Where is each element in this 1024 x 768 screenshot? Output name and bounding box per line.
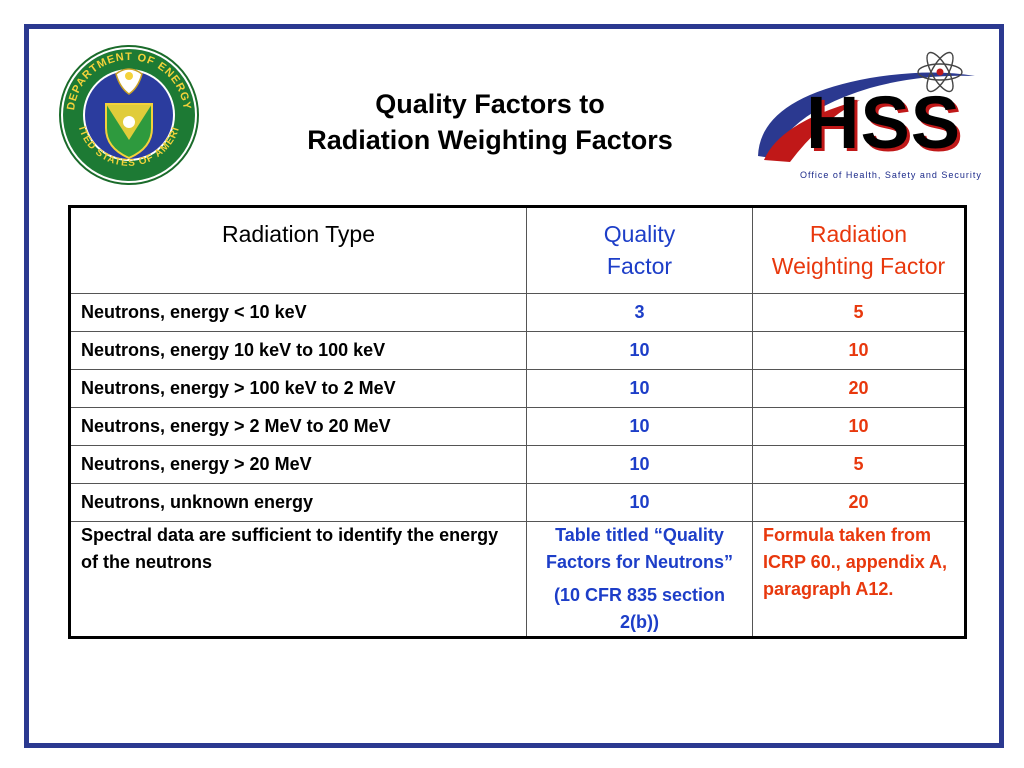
cell-radiation-type: Neutrons, unknown energy [69,483,527,522]
cell-weighting-factor: 20 [752,369,966,408]
header-quality-factor: Quality Factor [526,206,753,294]
table-row: Neutrons, energy > 20 MeV 10 5 [69,445,966,484]
slide-title: Quality Factors to Radiation Weighting F… [230,86,750,158]
slide-frame [24,24,1004,748]
header-weighting-factor-line2: Weighting Factor [771,253,946,279]
hss-subtitle: Office of Health, Safety and Security [800,170,982,180]
cell-quality-factor: 10 [526,331,753,370]
header-quality-factor-line2: Factor [606,253,673,279]
cell-weighting-factor: 5 [752,445,966,484]
cell-radiation-type: Neutrons, energy 10 keV to 100 keV [69,331,527,370]
header-weighting-factor: Radiation Weighting Factor [752,206,966,294]
table-row: Neutrons, unknown energy 10 20 [69,483,966,522]
table-header-row: Radiation Type Quality Factor Radiation … [69,206,966,294]
hss-acronym: HSS [806,81,962,164]
cell-radiation-type: Neutrons, energy > 100 keV to 2 MeV [69,369,527,408]
header-weighting-factor-line1: Radiation [809,221,908,247]
cell-radiation-type: Neutrons, energy > 20 MeV [69,445,527,484]
header-radiation-type: Radiation Type [69,206,527,294]
cell-quality-factor: 10 [526,445,753,484]
table-row: Neutrons, energy 10 keV to 100 keV 10 10 [69,331,966,370]
cell-weighting-factor: 10 [752,407,966,446]
cell-weighting-factor: 10 [752,331,966,370]
doe-seal-icon: DEPARTMENT OF ENERGY UNITED STATES OF AM… [58,44,199,185]
header-quality-factor-line1: Quality [603,221,676,247]
quality-factor-note-2: (10 CFR 835 section 2(b)) [553,585,726,632]
cell-weighting-factor: 20 [752,483,966,522]
cell-radiation-type: Neutrons, energy < 10 keV [69,293,527,332]
table-row: Neutrons, energy > 2 MeV to 20 MeV 10 10 [69,407,966,446]
quality-factors-table: Radiation Type Quality Factor Radiation … [68,205,967,639]
cell-quality-factor: 3 [526,293,753,332]
cell-quality-factor-note: Table titled “Quality Factors for Neutro… [526,521,753,638]
cell-radiation-type: Spectral data are sufficient to identify… [69,521,527,638]
title-line-1: Quality Factors to [375,89,605,119]
table-row-spectral: Spectral data are sufficient to identify… [69,521,966,638]
cell-weighting-factor-note: Formula taken from ICRP 60., appendix A,… [752,521,966,638]
cell-weighting-factor: 5 [752,293,966,332]
cell-quality-factor: 10 [526,369,753,408]
table-row: Neutrons, energy > 100 keV to 2 MeV 10 2… [69,369,966,408]
table-row: Neutrons, energy < 10 keV 3 5 [69,293,966,332]
cell-quality-factor: 10 [526,407,753,446]
hss-logo-icon [758,51,975,162]
quality-factor-note-1: Table titled “Quality Factors for Neutro… [545,525,734,572]
title-line-2: Radiation Weighting Factors [307,125,673,155]
cell-radiation-type: Neutrons, energy > 2 MeV to 20 MeV [69,407,527,446]
cell-quality-factor: 10 [526,483,753,522]
